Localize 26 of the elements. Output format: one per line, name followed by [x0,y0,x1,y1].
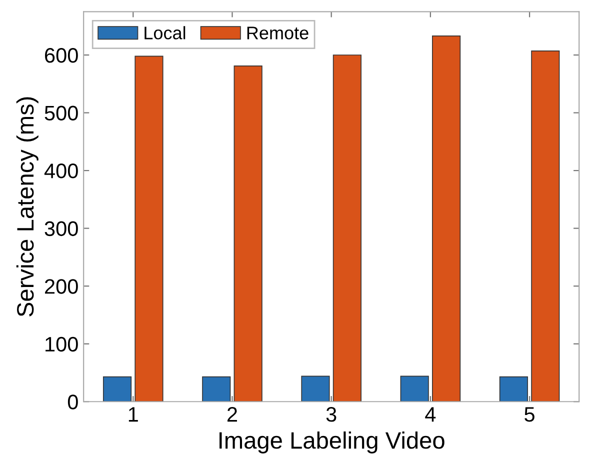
x-tick-label: 4 [425,407,436,422]
bar [531,50,560,402]
bar [102,376,132,402]
y-tick-label: 600 [45,48,78,63]
legend-label: Local [144,26,186,40]
x-axis-title: Image Labeling Video [220,431,444,454]
x-tick-label: 5 [524,407,534,422]
y-tick-label: 200 [45,279,78,294]
y-tick-label: 500 [44,106,78,121]
y-tick-label: 400 [44,164,78,178]
bar [301,376,330,402]
bar [499,376,528,402]
y-axis-title: Service Latency (ms) [16,97,38,316]
bar [202,376,231,402]
bar [332,54,362,402]
x-tick-label: 3 [326,407,336,422]
bar [234,66,262,402]
y-tick-label: 0 [68,394,78,410]
legend-label: Remote [247,26,308,40]
bar [400,376,429,402]
bar [134,56,164,402]
y-tick-label: 100 [46,336,78,352]
x-tick-label: 2 [227,407,237,422]
bar [432,36,461,402]
y-tick-label: 300 [44,221,78,236]
x-tick-label: 1 [128,407,138,422]
